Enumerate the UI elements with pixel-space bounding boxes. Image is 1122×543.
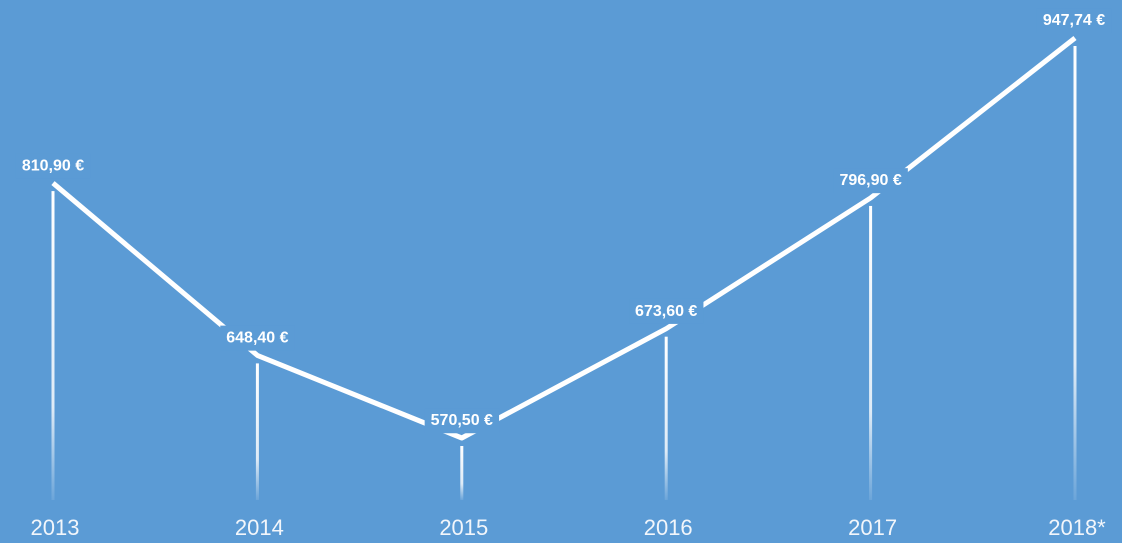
label-background bbox=[220, 325, 295, 351]
drop-line bbox=[869, 205, 873, 501]
value-label: 810,90 € bbox=[22, 157, 84, 174]
value-label: 673,60 € bbox=[635, 303, 697, 320]
label-background bbox=[1036, 8, 1112, 34]
value-label: 947,74 € bbox=[1043, 12, 1105, 29]
label-background bbox=[833, 168, 908, 194]
drop-line bbox=[255, 363, 259, 500]
x-tick-label: 2014 bbox=[235, 515, 284, 540]
label-background bbox=[424, 408, 500, 434]
x-tick-label: 2013 bbox=[31, 515, 80, 540]
x-tick-label: 2016 bbox=[644, 515, 693, 540]
drop-line bbox=[51, 191, 55, 501]
x-tick-label: 2017 bbox=[848, 515, 897, 540]
value-label: 796,90 € bbox=[839, 172, 901, 189]
drop-line bbox=[664, 336, 668, 500]
x-tick-label: 2018* bbox=[1048, 515, 1106, 540]
value-label: 648,40 € bbox=[226, 330, 288, 347]
label-background bbox=[629, 298, 704, 324]
drop-line bbox=[1073, 46, 1077, 500]
value-label: 570,50 € bbox=[431, 412, 493, 429]
x-tick-label: 2015 bbox=[439, 515, 488, 540]
drop-line bbox=[460, 446, 464, 500]
label-background bbox=[15, 153, 91, 179]
